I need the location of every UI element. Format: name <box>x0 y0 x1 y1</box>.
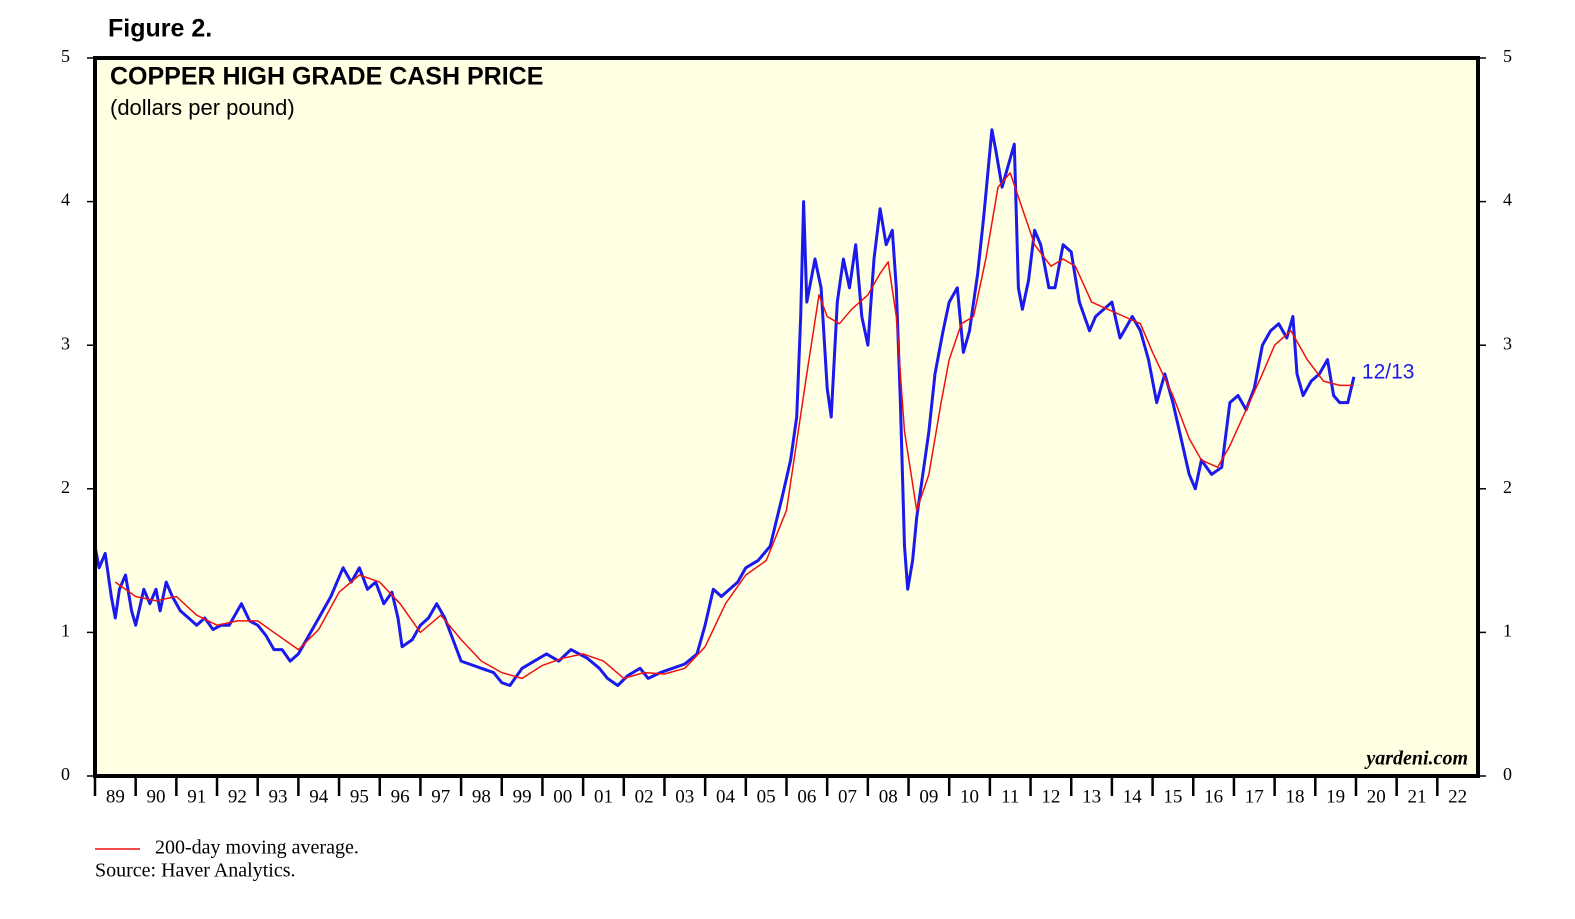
y2-tick-label: 3 <box>1503 333 1512 353</box>
x-tick-label: 11 <box>1001 786 1019 807</box>
x-tick-label: 05 <box>757 786 776 807</box>
plot-background <box>95 58 1478 776</box>
x-tick-label: 16 <box>1204 786 1223 807</box>
x-tick-label: 18 <box>1285 786 1304 807</box>
y2-tick-label: 4 <box>1503 190 1512 210</box>
x-tick-label: 13 <box>1082 786 1101 807</box>
y2-tick-label: 5 <box>1503 46 1512 66</box>
y2-tick-label: 0 <box>1503 764 1512 784</box>
x-tick-label: 17 <box>1245 786 1264 807</box>
x-tick-label: 96 <box>391 786 410 807</box>
x-tick-label: 90 <box>147 786 166 807</box>
x-tick-label: 91 <box>187 786 206 807</box>
x-tick-label: 95 <box>350 786 369 807</box>
y-tick-label: 1 <box>61 621 70 641</box>
x-tick-label: 89 <box>106 786 125 807</box>
line-series <box>114 172 1354 680</box>
y2-tick-label: 1 <box>1503 621 1512 641</box>
chart-subtitle: (dollars per pound) <box>110 95 295 120</box>
x-tick-label: 21 <box>1407 786 1426 807</box>
x-tick-label: 01 <box>594 786 613 807</box>
watermark: yardeni.com <box>1364 748 1468 770</box>
x-tick-label: 19 <box>1326 786 1345 807</box>
y-tick-label: 0 <box>61 764 70 784</box>
x-tick-label: 98 <box>472 786 491 807</box>
x-tick-label: 92 <box>228 786 247 807</box>
x-tick-label: 94 <box>309 786 329 807</box>
y-tick-label: 2 <box>61 477 70 497</box>
x-tick-label: 02 <box>635 786 654 807</box>
x-tick-label: 14 <box>1123 786 1143 807</box>
x-tick-label: 15 <box>1163 786 1182 807</box>
figure-label: Figure 2. <box>108 15 212 43</box>
x-tick-label: 10 <box>960 786 979 807</box>
y-tick-label: 5 <box>61 46 70 66</box>
line-series <box>93 128 1356 687</box>
y-tick-label: 3 <box>61 333 70 353</box>
x-tick-label: 06 <box>797 786 816 807</box>
x-tick-label: 97 <box>431 786 450 807</box>
plot-frame <box>93 56 1480 778</box>
x-tick-label: 03 <box>675 786 694 807</box>
legend-label: 200-day moving average. <box>155 837 359 859</box>
x-tick-label: 04 <box>716 786 736 807</box>
x-tick-label: 99 <box>513 786 532 807</box>
y2-tick-label: 2 <box>1503 477 1512 497</box>
x-tick-label: 12 <box>1041 786 1060 807</box>
x-tick-label: 09 <box>919 786 938 807</box>
x-tick-label: 08 <box>879 786 898 807</box>
x-tick-label: 00 <box>553 786 572 807</box>
y-tick-label: 4 <box>61 190 70 210</box>
x-tick-label: 22 <box>1448 786 1467 807</box>
chart-title: COPPER HIGH GRADE CASH PRICE <box>110 63 543 91</box>
annotation: 12/13 <box>1362 360 1415 383</box>
x-tick-label: 93 <box>269 786 288 807</box>
x-tick-label: 20 <box>1367 786 1386 807</box>
source: Source: Haver Analytics. <box>95 860 296 882</box>
x-tick-label: 07 <box>838 786 857 807</box>
